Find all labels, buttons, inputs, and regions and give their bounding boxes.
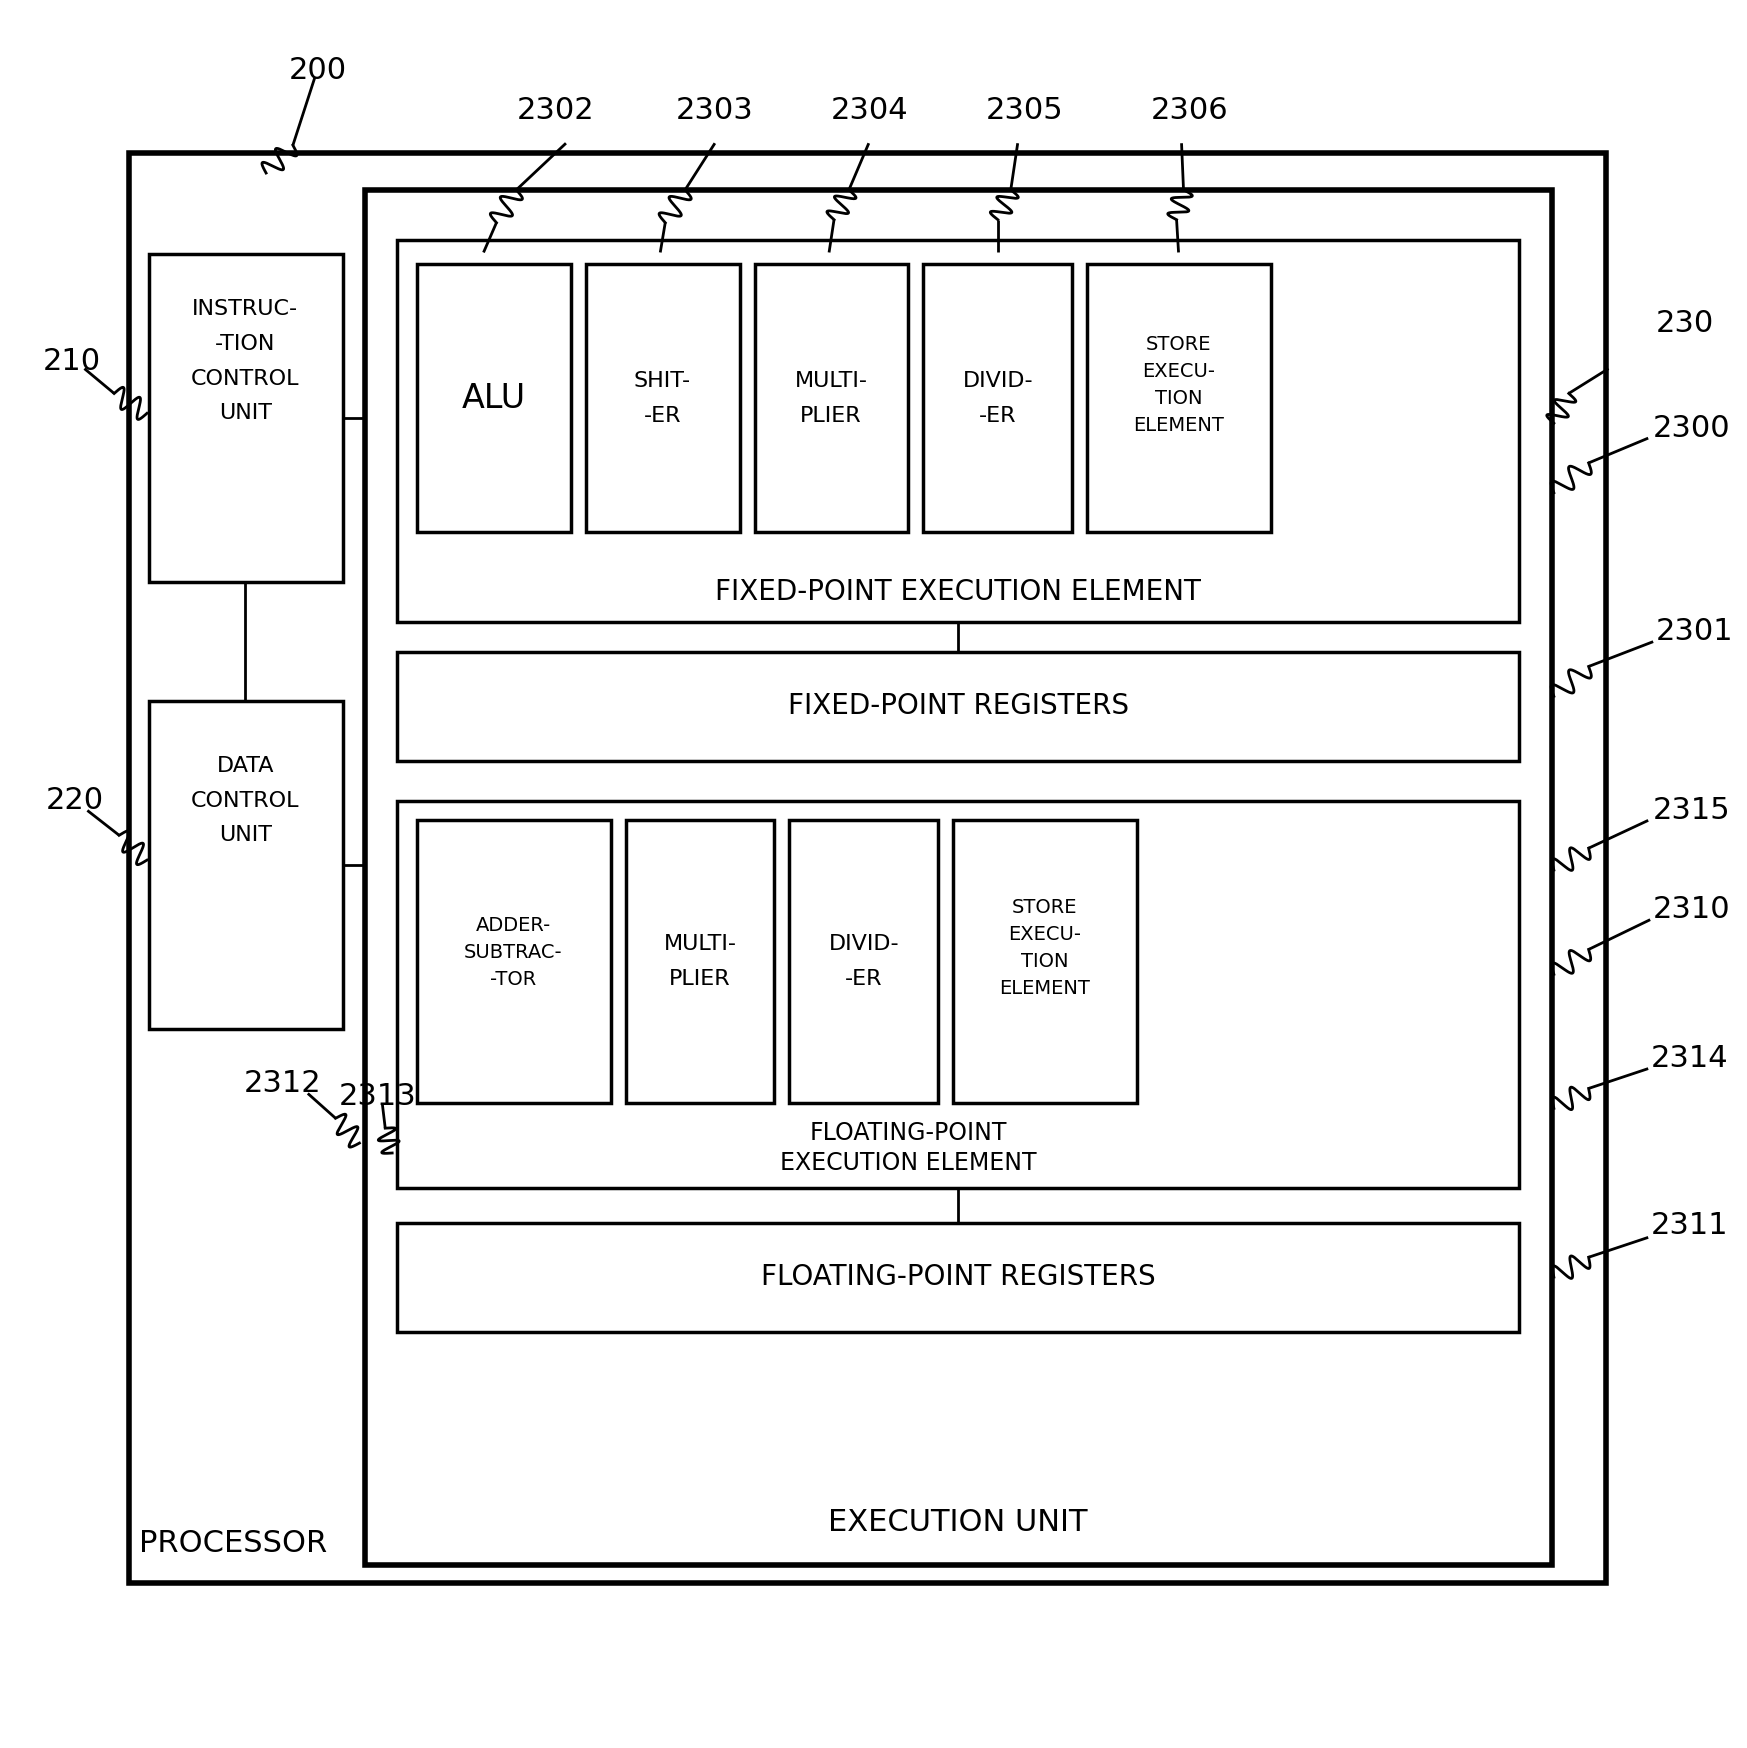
Text: DIVID-: DIVID- [963, 371, 1032, 390]
Text: PLIER: PLIER [669, 968, 730, 989]
Text: ADDER-: ADDER- [475, 916, 550, 935]
FancyBboxPatch shape [954, 820, 1137, 1103]
Text: EXECUTION UNIT: EXECUTION UNIT [828, 1509, 1088, 1536]
FancyBboxPatch shape [397, 239, 1520, 622]
Text: 2301: 2301 [1656, 617, 1733, 647]
Text: PLIER: PLIER [800, 406, 861, 427]
FancyBboxPatch shape [148, 255, 342, 582]
FancyBboxPatch shape [585, 264, 739, 533]
Text: DIVID-: DIVID- [828, 933, 900, 953]
Text: 2315: 2315 [1653, 795, 1731, 825]
Text: STORE: STORE [1146, 336, 1211, 355]
Text: PROCESSOR: PROCESSOR [140, 1530, 327, 1557]
Text: CONTROL: CONTROL [190, 369, 299, 388]
FancyBboxPatch shape [418, 820, 611, 1103]
Text: UNIT: UNIT [218, 825, 273, 846]
Text: ELEMENT: ELEMENT [999, 979, 1090, 998]
FancyBboxPatch shape [397, 652, 1520, 760]
FancyBboxPatch shape [148, 701, 342, 1030]
Text: INSTRUC-: INSTRUC- [192, 299, 299, 320]
Text: -ER: -ER [643, 406, 681, 427]
Text: 200: 200 [288, 56, 348, 86]
FancyBboxPatch shape [755, 264, 908, 533]
Text: 2311: 2311 [1651, 1211, 1730, 1239]
Text: MULTI-: MULTI- [664, 933, 737, 953]
Text: 2305: 2305 [985, 96, 1064, 124]
Text: TION: TION [1020, 953, 1067, 970]
Text: SHIT-: SHIT- [634, 371, 690, 390]
Text: UNIT: UNIT [218, 404, 273, 423]
Text: -TION: -TION [215, 334, 276, 353]
Text: 2314: 2314 [1651, 1044, 1730, 1073]
Text: TION: TION [1155, 388, 1202, 407]
Text: 2310: 2310 [1653, 895, 1731, 925]
Text: EXECUTION ELEMENT: EXECUTION ELEMENT [781, 1150, 1036, 1175]
FancyBboxPatch shape [418, 264, 571, 533]
FancyBboxPatch shape [397, 801, 1520, 1187]
Text: CONTROL: CONTROL [190, 790, 299, 811]
FancyBboxPatch shape [625, 820, 774, 1103]
Text: ELEMENT: ELEMENT [1134, 416, 1225, 435]
Text: 2312: 2312 [245, 1070, 321, 1098]
Text: FLOATING-POINT REGISTERS: FLOATING-POINT REGISTERS [762, 1264, 1155, 1292]
FancyBboxPatch shape [924, 264, 1073, 533]
Text: -ER: -ER [978, 406, 1017, 427]
Text: FLOATING-POINT: FLOATING-POINT [811, 1120, 1008, 1145]
Text: FIXED-POINT EXECUTION ELEMENT: FIXED-POINT EXECUTION ELEMENT [715, 579, 1202, 607]
Text: SUBTRAC-: SUBTRAC- [465, 942, 563, 961]
Text: 220: 220 [45, 787, 103, 815]
Text: 2313: 2313 [339, 1082, 416, 1112]
Text: MULTI-: MULTI- [795, 371, 868, 390]
FancyBboxPatch shape [129, 154, 1607, 1584]
Text: DATA: DATA [217, 755, 274, 776]
Text: ALU: ALU [461, 381, 526, 414]
Text: 210: 210 [42, 348, 101, 376]
Text: -ER: -ER [846, 968, 882, 989]
Text: 2306: 2306 [1151, 96, 1228, 124]
Text: FIXED-POINT REGISTERS: FIXED-POINT REGISTERS [788, 692, 1129, 720]
Text: 2303: 2303 [676, 96, 753, 124]
Text: -TOR: -TOR [491, 970, 536, 989]
FancyBboxPatch shape [1087, 264, 1270, 533]
Text: 2302: 2302 [517, 96, 594, 124]
FancyBboxPatch shape [365, 191, 1551, 1564]
FancyBboxPatch shape [397, 1222, 1520, 1332]
Text: 2304: 2304 [832, 96, 908, 124]
FancyBboxPatch shape [790, 820, 938, 1103]
Text: EXECU-: EXECU- [1008, 925, 1081, 944]
Text: EXECU-: EXECU- [1143, 362, 1216, 381]
Text: 2300: 2300 [1653, 414, 1731, 442]
Text: STORE: STORE [1012, 898, 1078, 918]
Text: 230: 230 [1656, 309, 1714, 339]
